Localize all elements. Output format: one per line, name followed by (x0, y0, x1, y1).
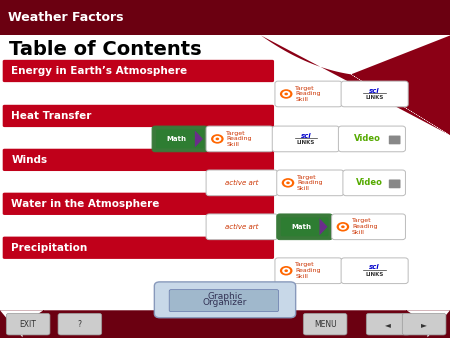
FancyBboxPatch shape (277, 170, 344, 196)
Polygon shape (261, 35, 450, 135)
FancyBboxPatch shape (152, 126, 208, 152)
Text: Water in the Atmosphere: Water in the Atmosphere (11, 199, 160, 209)
Text: Video: Video (356, 178, 383, 187)
Text: Target
Reading
Skill: Target Reading Skill (297, 174, 323, 191)
Text: Winds: Winds (11, 155, 47, 165)
Text: Target
Reading
Skill: Target Reading Skill (226, 130, 252, 147)
Text: Energy in Earth’s Atmosphere: Energy in Earth’s Atmosphere (11, 66, 187, 76)
FancyBboxPatch shape (389, 136, 400, 144)
Text: Weather Factors: Weather Factors (8, 11, 124, 24)
FancyBboxPatch shape (389, 179, 400, 188)
Text: Math: Math (166, 136, 186, 142)
Circle shape (282, 178, 294, 188)
Text: active art: active art (225, 180, 259, 186)
FancyBboxPatch shape (341, 258, 408, 284)
FancyBboxPatch shape (332, 214, 405, 240)
Text: ?: ? (78, 320, 82, 329)
Circle shape (282, 91, 290, 97)
FancyBboxPatch shape (3, 105, 274, 127)
Circle shape (341, 225, 345, 228)
Text: ◄: ◄ (385, 320, 391, 329)
Circle shape (216, 138, 219, 140)
FancyBboxPatch shape (169, 290, 279, 312)
Circle shape (280, 89, 292, 99)
Text: ►: ► (421, 320, 427, 329)
Text: Precipitation: Precipitation (11, 243, 87, 253)
FancyBboxPatch shape (0, 0, 450, 35)
Circle shape (211, 134, 224, 144)
Text: MENU: MENU (314, 320, 337, 329)
Text: Graphic: Graphic (207, 292, 243, 301)
FancyBboxPatch shape (3, 237, 274, 259)
Text: sci: sci (301, 132, 311, 139)
Polygon shape (195, 130, 203, 147)
Text: Math: Math (291, 224, 311, 230)
FancyBboxPatch shape (338, 126, 405, 152)
FancyBboxPatch shape (275, 258, 342, 284)
Text: Heat Transfer: Heat Transfer (11, 111, 92, 121)
Text: sci: sci (369, 264, 380, 270)
FancyBboxPatch shape (156, 129, 204, 148)
FancyBboxPatch shape (58, 313, 102, 335)
FancyBboxPatch shape (343, 170, 405, 196)
FancyBboxPatch shape (402, 313, 446, 335)
Circle shape (286, 182, 290, 184)
Text: LINKS: LINKS (365, 272, 384, 276)
Text: Organizer: Organizer (203, 298, 247, 307)
FancyBboxPatch shape (206, 214, 278, 240)
FancyBboxPatch shape (341, 81, 408, 107)
FancyBboxPatch shape (275, 81, 342, 107)
Circle shape (284, 269, 288, 272)
FancyBboxPatch shape (0, 310, 450, 338)
Text: Table of Contents: Table of Contents (9, 40, 202, 58)
FancyBboxPatch shape (272, 126, 339, 152)
Circle shape (339, 224, 347, 230)
FancyBboxPatch shape (366, 313, 410, 335)
Text: Target
Reading
Skill: Target Reading Skill (352, 218, 378, 235)
Text: LINKS: LINKS (365, 95, 384, 100)
FancyBboxPatch shape (303, 313, 347, 335)
Circle shape (337, 222, 349, 232)
FancyBboxPatch shape (206, 126, 273, 152)
Text: active art: active art (225, 224, 259, 230)
Text: Target
Reading
Skill: Target Reading Skill (295, 86, 321, 102)
Circle shape (284, 93, 288, 95)
Polygon shape (320, 218, 328, 235)
Text: Video: Video (354, 135, 381, 143)
Text: EXIT: EXIT (20, 320, 36, 329)
Circle shape (284, 180, 292, 186)
FancyBboxPatch shape (6, 313, 50, 335)
Circle shape (280, 266, 292, 275)
FancyBboxPatch shape (281, 217, 328, 236)
Text: LINKS: LINKS (297, 140, 315, 145)
FancyBboxPatch shape (277, 214, 333, 240)
Text: sci: sci (369, 88, 380, 94)
FancyBboxPatch shape (206, 170, 278, 196)
FancyBboxPatch shape (154, 282, 296, 318)
FancyBboxPatch shape (3, 193, 274, 215)
Circle shape (282, 268, 290, 274)
Polygon shape (0, 276, 450, 337)
Circle shape (213, 136, 221, 142)
Text: Target
Reading
Skill: Target Reading Skill (295, 262, 321, 279)
FancyBboxPatch shape (3, 60, 274, 82)
FancyBboxPatch shape (3, 149, 274, 171)
